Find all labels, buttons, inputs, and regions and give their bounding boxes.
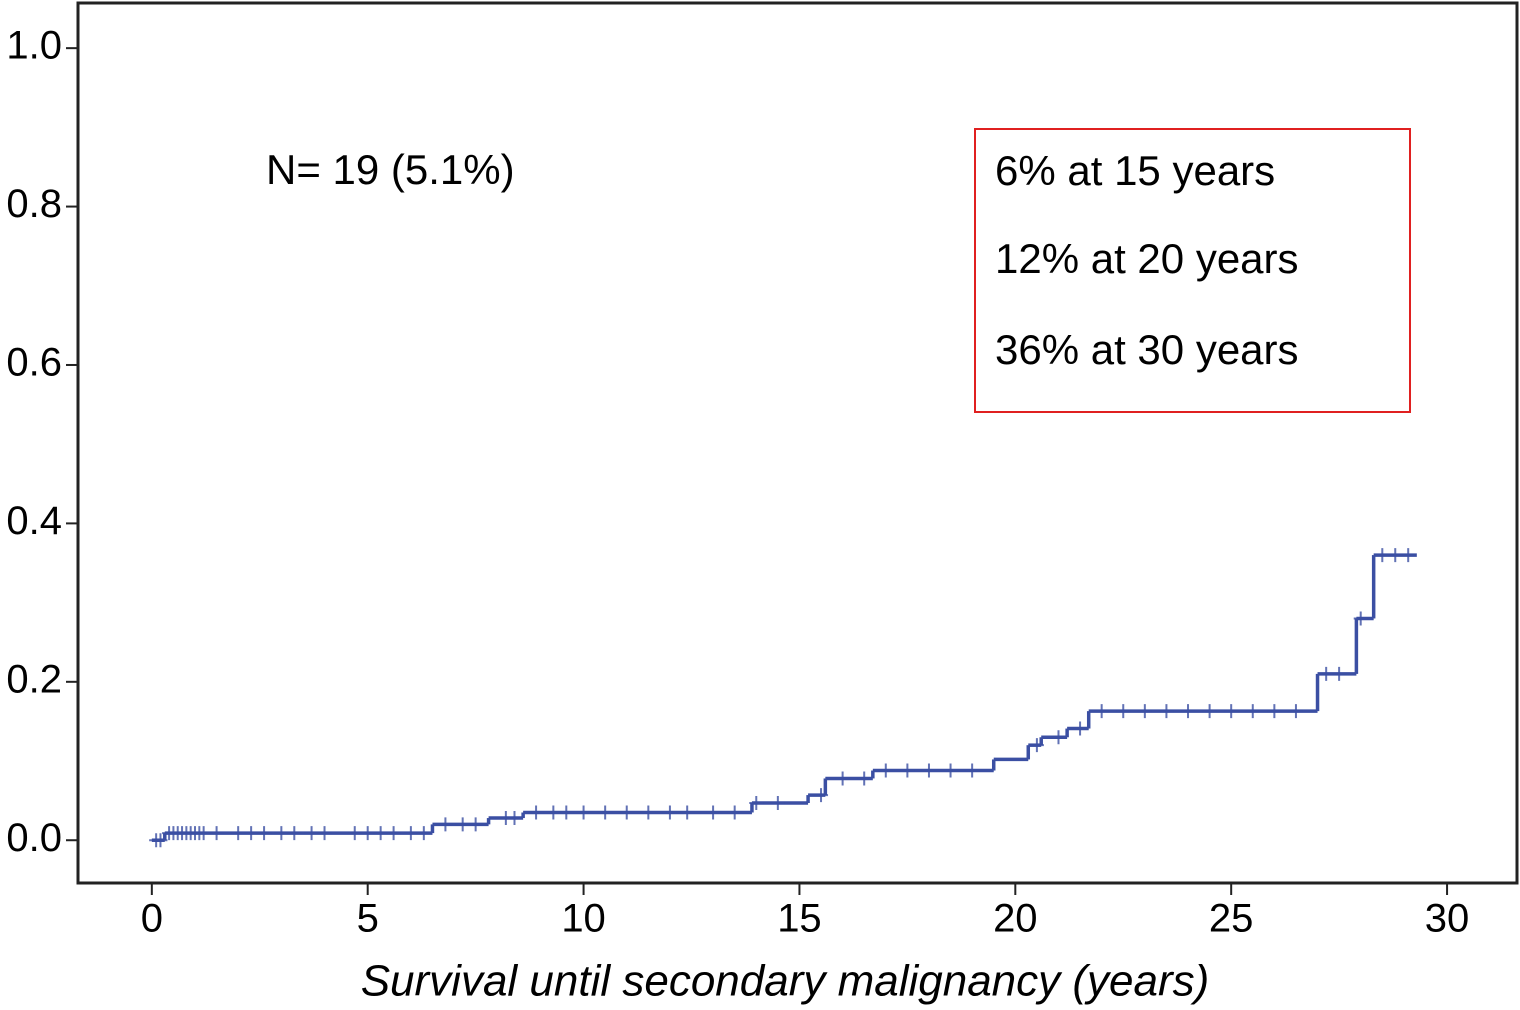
x-axis-label: Survival until secondary malignancy (yea… [361,957,1210,1006]
censor-mark [287,826,302,841]
censor-mark [416,826,431,841]
censor-mark [403,826,418,841]
censor-mark [814,788,829,803]
censor-mark [1332,666,1347,681]
censor-mark [1267,704,1282,719]
censor-mark [835,771,850,786]
censor-mark [878,763,893,778]
y-tick-label: 0.2 [6,657,62,701]
censor-mark [1224,704,1239,719]
censor-mark [857,771,872,786]
censor-mark [1159,704,1174,719]
censor-mark [196,826,211,841]
x-tick-label: 0 [141,897,163,941]
censor-mark [900,763,915,778]
box-line: 36% at 30 years [995,326,1299,373]
censor-mark [706,805,721,820]
censor-mark [770,796,785,810]
x-tick-label: 30 [1425,897,1470,941]
censor-mark [1137,704,1152,719]
censor-mark [209,826,224,841]
x-tick-label: 15 [777,897,822,941]
censor-mark [386,826,401,841]
censor-mark [576,805,591,820]
censor-mark [373,826,388,841]
censor-mark [1288,704,1303,719]
censor-mark [244,826,259,841]
x-tick-label: 10 [561,897,606,941]
censor-mark [1094,704,1109,719]
censor-mark [1375,548,1390,563]
censor-mark [943,763,958,778]
censor-mark [1073,721,1088,736]
censor-mark [257,826,272,841]
censor-mark [680,805,695,820]
y-tick-label: 0.0 [6,816,62,860]
censor-mark [1181,704,1196,719]
censor-mark [1388,548,1403,563]
censor-mark [559,805,574,820]
censor-mark [641,805,656,820]
y-tick-label: 1.0 [6,24,62,68]
censor-mark [153,833,168,848]
censor-mark [921,763,936,778]
censor-mark [304,826,319,841]
censor-mark [1051,730,1066,745]
censor-mark [1029,738,1044,753]
censor-mark [727,805,742,820]
censor-mark [749,796,764,810]
censor-mark [507,811,522,826]
censor-mark [438,817,453,832]
censor-mark [1245,704,1260,719]
censor-mark [598,805,613,820]
censor-mark [231,826,246,841]
censor-mark [455,817,470,832]
censor-mark [546,805,561,820]
box-line: 6% at 15 years [995,147,1275,194]
x-tick-label: 20 [993,897,1038,941]
box-line: 12% at 20 years [995,235,1299,282]
censor-mark [347,826,362,841]
y-tick-label: 0.4 [6,499,62,543]
x-tick-label: 25 [1209,897,1254,941]
annotation: N= 19 (5.1%) [266,146,515,193]
plot-frame [76,1,1519,885]
censor-mark [965,763,980,778]
censor-mark [662,805,677,820]
censor-mark [468,817,483,832]
censor-mark [274,826,289,841]
censor-mark [619,805,634,820]
censor-mark [317,826,332,841]
y-tick-label: 0.8 [6,182,62,226]
summary-box [974,128,1411,413]
x-tick-label: 5 [357,897,379,941]
y-tick-label: 0.6 [6,341,62,385]
censor-mark [1401,548,1416,563]
censor-mark [360,826,375,841]
censor-mark [1353,611,1368,626]
censor-mark [1116,704,1131,719]
censor-mark [529,805,544,820]
censor-mark [1202,704,1217,719]
censor-mark [1319,666,1334,681]
